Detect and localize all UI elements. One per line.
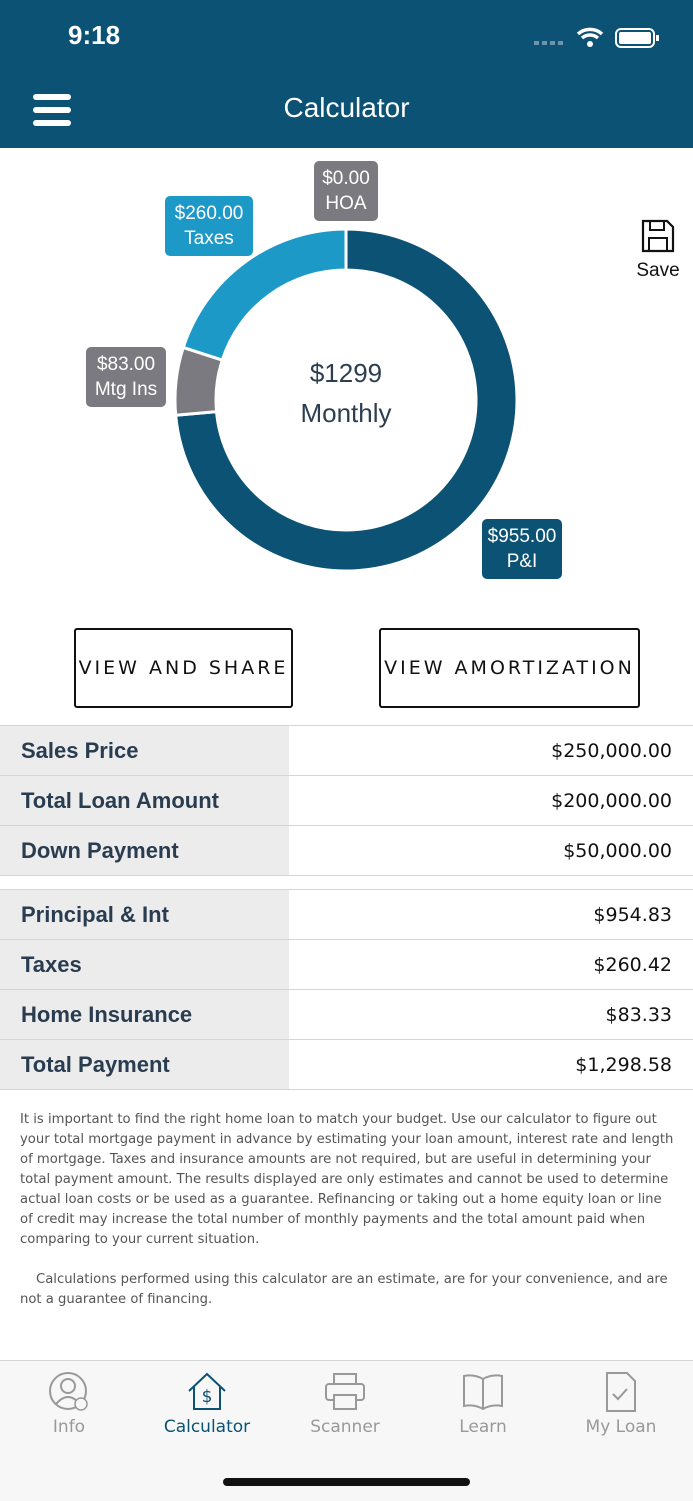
row-value: $954.83 [289,889,693,940]
center-label: Monthly [300,398,391,428]
row-value: $250,000.00 [289,725,693,776]
row-value: $260.42 [289,939,693,990]
tab-icon [606,1372,636,1412]
category-label: Mtg Ins [95,379,157,400]
tab-icon: $ [188,1372,226,1410]
tab-label: Scanner [310,1417,380,1437]
header-bar: 9:18 Calculator [0,0,693,148]
row-value: $1,298.58 [289,1039,693,1090]
status-time: 9:18 [68,20,121,50]
disclaimer-text: Calculations performed using this calcul… [20,1272,668,1307]
table-row: Home Insurance $83.33 [0,989,693,1040]
category-label: Taxes [184,228,234,249]
donut-segment [174,227,519,573]
label-box [165,196,253,256]
save-icon [641,219,675,253]
row-label: Principal & Int [0,889,289,940]
view-share-button[interactable]: VIEW AND SHARE [74,628,293,708]
tab[interactable]: Learn [414,1371,552,1437]
label-box [86,347,166,407]
row-label: Sales Price [0,725,289,776]
svg-text:$: $ [202,1387,213,1407]
value-label: $0.00 [322,168,370,189]
tab-label: Learn [459,1417,507,1437]
label-box [314,161,378,221]
row-label: Total Payment [0,1039,289,1090]
table-row: Down Payment $50,000.00 [0,825,693,876]
tab-label: Info [52,1417,86,1437]
menu-button[interactable] [33,94,73,128]
category-label: P&I [507,551,538,572]
row-value: $200,000.00 [289,775,693,826]
status-icons [534,27,659,48]
value-label: $260.00 [175,203,244,224]
donut-chart: $955.00 P&I $83.00 Mtg Ins $260.00 Taxes $0.00… [86,161,562,579]
row-label: Down Payment [0,825,289,876]
save-button[interactable]: Save [628,218,688,282]
value-label: $955.00 [488,526,557,547]
tab-label: Calculator [163,1417,251,1437]
loan-table: Sales Price $250,000.00 Total Loan Amount $… [0,725,693,876]
home-indicator [223,1478,470,1486]
center-value: $1299 [310,358,382,388]
payment-table: Principal & Int $954.83 Taxes $260.42 Home I… [0,889,693,1090]
tab[interactable]: My Loan [552,1371,690,1437]
tab-icon [463,1374,503,1411]
table-row: Sales Price $250,000.00 [0,725,693,776]
table-row: Principal & Int $954.83 [0,889,693,940]
row-label: Home Insurance [0,989,289,1040]
table-row: Total Loan Amount $200,000.00 [0,775,693,826]
table-row: Total Payment $1,298.58 [0,1039,693,1090]
category-label: HOA [325,193,367,214]
tab[interactable]: $ Calculator [138,1371,276,1437]
row-label: Total Loan Amount [0,775,289,826]
tab-label: My Loan [585,1417,657,1437]
tab-icon [325,1373,365,1410]
row-value: $83.33 [289,989,693,1040]
screen-title: Calculator [283,92,410,123]
tab-bar: Info $ Calculator Scanner Learn My Loan [0,1360,693,1501]
disclaimer-text: It is important to find the right home l… [20,1112,674,1247]
label-box [482,519,562,579]
value-label: $83.00 [97,354,155,375]
disclaimer: It is important to find the right home l… [20,1110,676,1330]
row-value: $50,000.00 [289,825,693,876]
table-row: Taxes $260.42 [0,939,693,990]
tab[interactable]: Info [0,1371,138,1437]
row-label: Taxes [0,939,289,990]
tab-icon [49,1372,88,1411]
view-amortization-button[interactable]: VIEW AMORTIZATION [379,628,640,708]
tab[interactable]: Scanner [276,1371,414,1437]
save-label: Save [636,260,680,281]
